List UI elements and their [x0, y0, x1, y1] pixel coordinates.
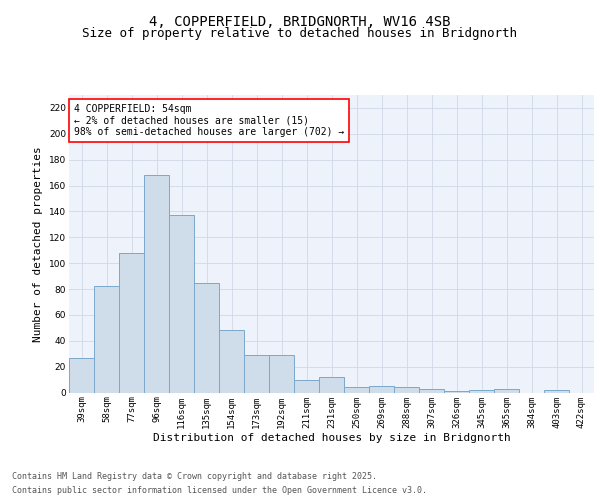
Bar	[319, 377, 344, 392]
Bar	[94, 286, 119, 393]
Bar	[244, 355, 269, 393]
Y-axis label: Number of detached properties: Number of detached properties	[34, 146, 43, 342]
Bar	[194, 282, 219, 393]
Bar	[169, 216, 194, 392]
X-axis label: Distribution of detached houses by size in Bridgnorth: Distribution of detached houses by size …	[152, 433, 511, 443]
Bar	[544, 390, 569, 392]
Bar	[69, 358, 94, 392]
Text: 4 COPPERFIELD: 54sqm
← 2% of detached houses are smaller (15)
98% of semi-detach: 4 COPPERFIELD: 54sqm ← 2% of detached ho…	[74, 104, 344, 137]
Bar	[144, 175, 169, 392]
Bar	[444, 391, 469, 392]
Bar	[419, 388, 444, 392]
Bar	[369, 386, 394, 392]
Text: Contains public sector information licensed under the Open Government Licence v3: Contains public sector information licen…	[12, 486, 427, 495]
Bar	[494, 388, 519, 392]
Text: 4, COPPERFIELD, BRIDGNORTH, WV16 4SB: 4, COPPERFIELD, BRIDGNORTH, WV16 4SB	[149, 15, 451, 29]
Text: Contains HM Land Registry data © Crown copyright and database right 2025.: Contains HM Land Registry data © Crown c…	[12, 472, 377, 481]
Bar	[344, 388, 369, 392]
Bar	[469, 390, 494, 392]
Bar	[294, 380, 319, 392]
Bar	[219, 330, 244, 392]
Text: Size of property relative to detached houses in Bridgnorth: Size of property relative to detached ho…	[83, 28, 517, 40]
Bar	[269, 355, 294, 393]
Bar	[394, 388, 419, 392]
Bar	[119, 253, 144, 392]
